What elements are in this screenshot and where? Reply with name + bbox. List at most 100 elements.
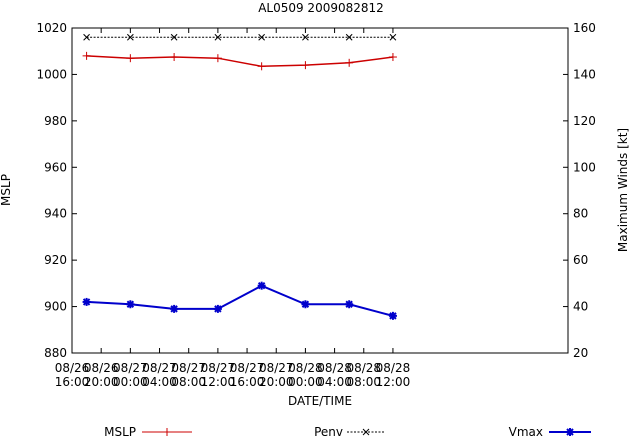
x-tick-label: 12:00	[201, 375, 236, 389]
marker-stroke	[345, 33, 353, 41]
y-axis-left-label: MSLP	[0, 174, 13, 206]
marker-stroke	[83, 33, 90, 41]
x-tick-label: 20:00	[84, 375, 119, 389]
data-point	[170, 53, 179, 62]
data-point	[258, 33, 266, 41]
data-point	[213, 304, 222, 313]
marker-stroke	[170, 305, 178, 313]
marker-stroke	[82, 298, 91, 306]
data-point	[362, 428, 370, 436]
data-point	[566, 428, 574, 436]
y-tick-label: 920	[44, 253, 67, 267]
series-line-mslp	[86, 55, 393, 68]
x-axis: 08/2616:0008/2620:0008/2700:0008/2704:00…	[55, 28, 411, 389]
data-point	[345, 58, 354, 67]
marker-stroke	[362, 428, 370, 436]
y-tick-label: 960	[44, 160, 67, 174]
x-tick-label: 04:00	[142, 375, 177, 389]
plot-frame	[71, 27, 569, 354]
data-point	[82, 51, 91, 60]
x-tick-label: 08:00	[346, 375, 381, 389]
y-tick-label: 100	[573, 160, 596, 174]
y-tick-label: 1000	[36, 67, 67, 81]
data-point	[301, 61, 310, 70]
y-tick-label: 880	[44, 346, 67, 360]
x-tick-label: 20:00	[259, 375, 294, 389]
y-axis-right-label: Maximum Winds [kt]	[616, 128, 630, 252]
data-point	[388, 311, 397, 320]
data-point	[214, 33, 222, 41]
y-axis-right: 20 40 60 80 100 120 140 160	[563, 21, 596, 360]
data-point	[345, 300, 354, 309]
x-tick-label: 08/28	[346, 361, 381, 375]
marker-stroke	[258, 33, 266, 41]
marker-stroke	[214, 33, 222, 41]
x-tick-label: 08/27	[142, 361, 177, 375]
x-tick-label: 00:00	[113, 375, 148, 389]
marker-stroke	[302, 33, 309, 41]
marker-stroke	[126, 300, 135, 308]
x-tick-label: 08/28	[288, 361, 323, 375]
data-point	[126, 300, 135, 309]
marker-stroke	[301, 300, 310, 308]
data-point	[301, 300, 310, 309]
y-tick-label: 40	[573, 300, 588, 314]
x-tick-label: 08/27	[113, 361, 148, 375]
data-point	[126, 33, 134, 41]
y-tick-label: 900	[44, 300, 67, 314]
data-point	[302, 33, 309, 41]
x-tick-label: 16:00	[230, 375, 265, 389]
y-tick-label: 20	[573, 346, 588, 360]
legend-label: Vmax	[509, 425, 543, 437]
marker-stroke	[170, 33, 178, 41]
x-tick-label: 08/27	[259, 361, 294, 375]
marker-stroke	[566, 428, 574, 436]
y-tick-label: 160	[573, 21, 596, 35]
series-layer	[82, 33, 397, 320]
x-tick-label: 08:00	[171, 375, 206, 389]
y-tick-label: 940	[44, 207, 67, 221]
y-tick-label: 120	[573, 114, 596, 128]
y-tick-label: 1020	[36, 21, 67, 35]
x-tick-label: 08/27	[171, 361, 206, 375]
data-point	[257, 62, 266, 71]
data-point	[388, 53, 397, 62]
x-tick-label: 08/28	[317, 361, 352, 375]
marker-stroke	[214, 305, 222, 313]
y-tick-label: 980	[44, 114, 67, 128]
marker-stroke	[389, 312, 397, 320]
data-point	[83, 33, 90, 41]
series-line-vmax	[86, 284, 394, 317]
marker-stroke	[126, 33, 134, 41]
y-axis-left: 880 900 920 940 960 980 1000 1020	[36, 21, 77, 360]
data-point	[257, 281, 266, 290]
data-point	[126, 54, 135, 63]
marker-stroke	[345, 300, 353, 308]
x-axis-label: DATE/TIME	[288, 394, 352, 408]
x-tick-label: 08/27	[201, 361, 236, 375]
y-tick-label: 60	[573, 253, 588, 267]
x-tick-label: 08/26	[84, 361, 119, 375]
legend-label: Penv	[314, 425, 343, 437]
data-point	[163, 428, 171, 436]
legend: MSLP Penv Vmax	[104, 425, 591, 437]
y-tick-label: 140	[573, 67, 596, 81]
chart-title: AL0509 2009082812	[258, 1, 384, 15]
x-tick-label: 16:00	[55, 375, 90, 389]
data-point	[345, 33, 353, 41]
marker-stroke	[257, 281, 266, 290]
x-tick-label: 08/27	[230, 361, 265, 375]
x-tick-label: 12:00	[376, 375, 411, 389]
x-tick-label: 08/28	[376, 361, 411, 375]
marker-stroke	[389, 33, 397, 41]
data-point	[170, 33, 178, 41]
data-point	[213, 54, 222, 63]
data-point	[170, 304, 179, 313]
x-tick-label: 04:00	[317, 375, 352, 389]
data-point	[389, 33, 397, 41]
legend-label: MSLP	[104, 425, 136, 437]
x-tick-label: 08/26	[55, 361, 90, 375]
data-point	[82, 297, 91, 306]
y-tick-label: 80	[573, 207, 588, 221]
